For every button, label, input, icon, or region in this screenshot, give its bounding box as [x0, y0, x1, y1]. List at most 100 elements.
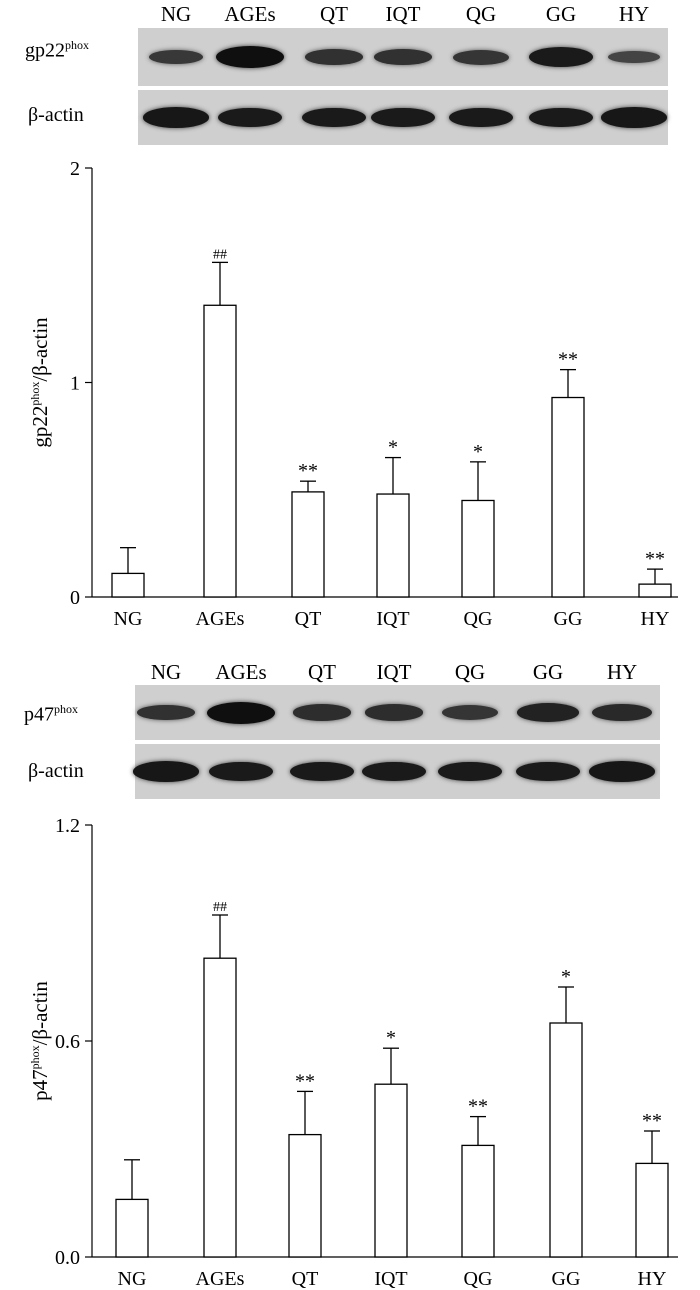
blot-band [528, 47, 594, 67]
blot-band [437, 761, 503, 782]
lane-label: AGEs [224, 2, 276, 26]
bar [374, 1083, 408, 1258]
blot-band [143, 107, 209, 128]
bar-chart-gp22: 0 1 2 NG ## AGEs ** QT * IQT * QG ** GG ** HY gp22phox/β… [28, 158, 678, 630]
blot-band [608, 50, 660, 64]
x-tick-label: NG [114, 608, 143, 630]
blot-band [207, 701, 275, 724]
x-tick-label: GG [552, 1268, 581, 1290]
x-tick-label: NG [118, 1268, 147, 1290]
lane-label: QG [465, 2, 497, 26]
x-tick-label: HY [638, 1268, 667, 1290]
x-tick-label: HY [641, 608, 670, 630]
blot-row-label: gp22phox [25, 38, 89, 62]
y-tick-label: 0.0 [55, 1247, 80, 1269]
blot-band [301, 107, 367, 128]
y-tick-label: 0 [70, 587, 80, 609]
significance-label: ## [213, 900, 227, 915]
lane-label: HY [618, 2, 650, 26]
x-tick-label: QT [295, 608, 322, 630]
x-tick-label: QT [292, 1268, 319, 1290]
bar [115, 1198, 149, 1258]
significance-label: ## [213, 247, 227, 262]
blot-band [528, 107, 594, 128]
blot-row-label: β-actin [28, 104, 84, 126]
x-tick-label: AGEs [196, 608, 245, 630]
x-tick-label: QG [464, 608, 493, 630]
y-tick-label: 2 [70, 158, 80, 180]
blot-band [148, 49, 204, 65]
blot-band [601, 107, 667, 128]
blot-strip [138, 28, 668, 86]
bar [549, 1022, 583, 1258]
y-tick-label: 1 [70, 373, 80, 395]
blot-band [216, 46, 284, 68]
blot-band [370, 107, 436, 128]
blot-strip [135, 685, 660, 740]
significance-label: ** [295, 1070, 315, 1092]
blot-band [453, 49, 509, 65]
blot-band [137, 704, 195, 721]
bar [288, 1133, 322, 1258]
y-tick-label: 0.6 [55, 1031, 80, 1053]
y-axis-label: gp22phox/β-actin [28, 317, 52, 448]
blot-band [442, 705, 498, 720]
bar [551, 396, 585, 598]
blot-band [448, 107, 514, 128]
lane-label: GG [545, 2, 577, 26]
blot-band [364, 704, 424, 721]
blot-band [289, 761, 355, 782]
lane-label: QT [320, 2, 348, 26]
blot-band [592, 703, 652, 722]
significance-label: ** [642, 1110, 662, 1132]
bar [461, 499, 495, 598]
x-tick-label: IQT [374, 1268, 407, 1290]
lane-label: NG [150, 660, 182, 684]
x-tick-label: GG [554, 608, 583, 630]
x-tick-label: QG [464, 1268, 493, 1290]
significance-label: * [561, 966, 571, 988]
lane-label: QT [308, 660, 336, 684]
lane-label: IQT [385, 2, 421, 26]
y-axis-label: p47phox/β-actin [28, 981, 52, 1101]
significance-label: ** [645, 548, 665, 570]
significance-label: ** [468, 1096, 488, 1118]
lane-label: IQT [376, 660, 412, 684]
lane-label: NG [160, 2, 192, 26]
blot-band [133, 761, 199, 782]
blot-band [292, 704, 352, 721]
bar [638, 583, 672, 598]
bar [203, 957, 237, 1258]
bar [111, 572, 145, 598]
blot-band [208, 761, 274, 782]
blot-band [515, 761, 581, 782]
x-tick-label: AGEs [196, 1268, 245, 1290]
bar [461, 1144, 495, 1258]
lane-label: HY [606, 660, 638, 684]
significance-label: * [386, 1027, 396, 1049]
lane-label: GG [532, 660, 564, 684]
significance-label: ** [558, 349, 578, 371]
blot-row-label: β-actin [28, 760, 84, 782]
y-tick-label: 1.2 [55, 815, 80, 837]
bar [291, 491, 325, 598]
blot-row-label: p47phox [24, 702, 78, 726]
bar-chart-p47: 0.0 0.6 1.2 NG ## AGEs ** QT * IQT ** QG * GG ** HY p47p… [28, 815, 678, 1290]
blot-band [374, 49, 432, 65]
bar [203, 304, 237, 598]
blot-strip [133, 744, 660, 799]
blot-band [589, 761, 655, 782]
blot-band [361, 761, 427, 782]
significance-label: * [388, 437, 398, 459]
blot-band [217, 107, 283, 128]
lane-label: AGEs [215, 660, 267, 684]
significance-label: ** [298, 460, 318, 482]
bar [635, 1162, 669, 1258]
blot-band [305, 49, 363, 65]
bar [376, 493, 410, 598]
blot-strip [138, 90, 668, 145]
blot-band [517, 703, 579, 722]
significance-label: * [473, 441, 483, 463]
lane-label: QG [454, 660, 486, 684]
x-tick-label: IQT [376, 608, 409, 630]
